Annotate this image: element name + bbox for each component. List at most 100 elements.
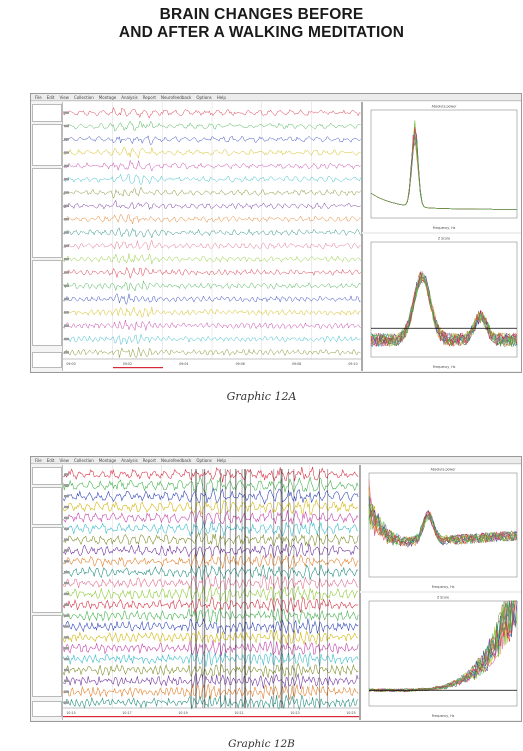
time-tick-label: 10:19 [178, 711, 187, 715]
eeg-trace-panel: 09:00 09:02 09:04 09:06 09:08 09:10 [63, 102, 362, 371]
frequency-axis-label: Frequency, Hz [432, 714, 455, 718]
menu-neurofeedback[interactable]: Neurofeedback [160, 95, 192, 100]
channel-label-marker [64, 614, 69, 617]
eeg-channel-trace [63, 213, 361, 224]
channel-label-marker [64, 484, 69, 487]
spectrum-curve [370, 120, 517, 210]
spectrum-curve [370, 127, 517, 210]
menu-options[interactable]: Options [196, 95, 212, 100]
channel-label-marker [64, 324, 69, 327]
eeg-channel-trace [63, 672, 359, 689]
eeg-channel-trace [63, 253, 361, 265]
channel-label-marker [64, 297, 69, 301]
zscore-spectrum: Z Score Frequency, Hz [368, 596, 518, 718]
menu-view[interactable]: View [59, 458, 69, 463]
time-tick-label: 09:00 [66, 362, 75, 366]
frequency-axis-label: Frequency, Hz [433, 365, 456, 369]
channel-list[interactable] [32, 168, 62, 258]
spectrum-curve [368, 496, 518, 547]
selection-marker [113, 367, 163, 369]
scale-box[interactable] [32, 104, 62, 122]
display-box[interactable] [32, 352, 62, 368]
eeg-channel-trace [63, 120, 361, 132]
menu-montage[interactable]: Montage [98, 95, 117, 100]
eeg-traces: 09:00 09:02 09:04 09:06 09:08 09:10 [63, 102, 361, 369]
channel-label-marker [64, 538, 69, 541]
spectrum-curve [368, 503, 518, 546]
spectrum-curve [368, 503, 518, 545]
scale-box[interactable] [32, 467, 62, 485]
eeg-channel-trace [63, 333, 361, 345]
montage-list[interactable] [32, 487, 62, 525]
control-sidebar [31, 465, 63, 720]
menu-file[interactable]: File [35, 95, 42, 100]
channel-list[interactable] [32, 527, 62, 613]
menu-analysis[interactable]: Analysis [121, 458, 138, 463]
spectrum-curve [370, 134, 517, 210]
plot-frame [368, 600, 518, 707]
menu-file[interactable]: File [35, 458, 42, 463]
eeg-channel-trace [63, 347, 361, 359]
eeg-channel-trace [63, 498, 359, 516]
eeg-channel-trace [63, 606, 359, 625]
frequency-axis-label: Frequency, Hz [433, 226, 456, 230]
eeg-channel-trace [63, 159, 361, 172]
menu-bar: File Edit View Collection Montage Analys… [31, 457, 521, 464]
menu-report[interactable]: Report [142, 458, 156, 463]
caption-12a: Graphic 12A [226, 390, 297, 403]
montage-list[interactable] [32, 124, 62, 166]
menu-analysis[interactable]: Analysis [121, 95, 138, 100]
channel-label-marker [64, 351, 69, 354]
eeg-channel-trace [63, 239, 361, 251]
display-box[interactable] [32, 701, 62, 717]
spectrum-curve [368, 504, 518, 546]
menu-montage[interactable]: Montage [98, 458, 117, 463]
channel-label-marker [64, 151, 69, 154]
menu-options[interactable]: Options [196, 458, 212, 463]
time-tick-label: 10:21 [234, 711, 243, 715]
menu-collection[interactable]: Collection [73, 95, 94, 100]
menu-bar: File Edit View Collection Montage Analys… [31, 94, 521, 101]
screenshot-12b: File Edit View Collection Montage Analys… [30, 456, 522, 722]
spectrum-curve [370, 126, 517, 210]
channel-label-marker [64, 647, 69, 650]
eeg-channel-trace [63, 266, 361, 280]
menu-report[interactable]: Report [142, 95, 156, 100]
eeg-channel-trace [63, 135, 361, 146]
eeg-channel-trace [63, 186, 361, 199]
eeg-channel-trace [63, 306, 361, 318]
channel-label-marker [64, 473, 69, 476]
spectrum-curve [370, 127, 517, 210]
eeg-channel-trace [63, 618, 359, 635]
channel-label-marker [64, 701, 69, 704]
spectrum-top-panel: Absolute power Frequency, Hz [360, 465, 521, 591]
eeg-channel-trace [63, 520, 359, 537]
eeg-channel-trace [63, 662, 359, 678]
channel-label-marker [64, 204, 69, 208]
channel-list-2[interactable] [32, 615, 62, 697]
spectrum-title: Absolute power [431, 468, 456, 472]
spectrum-curve [370, 270, 518, 348]
menu-collection[interactable]: Collection [73, 458, 94, 463]
menu-neurofeedback[interactable]: Neurofeedback [160, 458, 192, 463]
eeg-channel-trace [63, 227, 361, 239]
channel-list-2[interactable] [32, 260, 62, 346]
plot-frame [370, 241, 518, 358]
spectrum-curve [370, 135, 517, 210]
eeg-channel-trace [63, 683, 359, 701]
selection-marker [63, 716, 359, 718]
eeg-channel-trace [63, 106, 361, 119]
time-tick-label: 10:23 [290, 711, 299, 715]
channel-label-marker [64, 311, 69, 314]
menu-edit[interactable]: Edit [46, 95, 55, 100]
spectrum-title: Z Score [438, 237, 450, 241]
spectrum-curve [370, 141, 517, 210]
time-tick-label: 09:02 [123, 362, 132, 366]
menu-view[interactable]: View [59, 95, 69, 100]
menu-help[interactable]: Help [216, 95, 226, 100]
spectrum-top-panel: Absolute power Frequency, Hz [362, 102, 521, 232]
spectrum-curve [370, 132, 517, 210]
menu-help[interactable]: Help [216, 458, 226, 463]
channel-label-marker [64, 111, 69, 114]
menu-edit[interactable]: Edit [46, 458, 55, 463]
